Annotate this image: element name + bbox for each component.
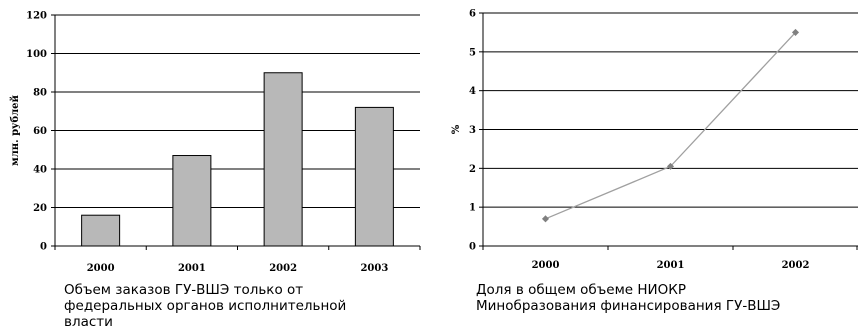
x-tick-label: 2002 — [269, 263, 297, 274]
line-chart-share: 0 1 2 3 4 5 6 2000 2001 2002% — [451, 9, 858, 271]
y-tick-label: 120 — [26, 11, 47, 22]
y-tick-label: 80 — [33, 88, 47, 99]
y-tick-label: 6 — [469, 9, 476, 20]
bar-chart-caption-line-3: власти — [64, 314, 113, 330]
bar-chart-caption-line-1: Объем заказов ГУ-ВШЭ только от — [64, 282, 304, 298]
x-tick-label: 2003 — [360, 263, 388, 274]
bar-chart-caption-line-2: федеральных органов исполнительной — [64, 298, 347, 314]
x-tick-label: 2002 — [782, 260, 810, 271]
line-chart-caption-line-1: Доля в общем объеме НИОКР — [476, 282, 686, 298]
y-tick-label: 20 — [33, 203, 47, 214]
x-tick-label: 2000 — [87, 263, 115, 274]
series-line — [545, 31, 796, 220]
data-point — [541, 215, 550, 223]
bar — [81, 214, 121, 247]
line-chart-caption: Доля в общем объеме НИОКР Минобразования… — [476, 282, 780, 314]
bar — [172, 155, 212, 247]
y-tick-label: 0 — [469, 242, 476, 253]
bar — [354, 106, 394, 247]
y-tick-label: 100 — [26, 49, 47, 60]
bar-chart-caption: Объем заказов ГУ-ВШЭ только от федеральн… — [64, 282, 346, 330]
line-chart-caption-line-2: Минобразования финансирования ГУ-ВШЭ — [476, 298, 781, 314]
bar — [263, 72, 303, 247]
y-tick-label: 60 — [33, 126, 47, 137]
y-axis-label: млн. рублей — [10, 94, 21, 165]
bar-chart-orders: 0 20 40 60 80 100 120 2000 2001 2002 2003 млн. рубл… — [10, 11, 421, 274]
y-tick-label: 4 — [469, 86, 476, 97]
x-tick-label: 2001 — [178, 263, 206, 274]
y-tick-label: 0 — [40, 242, 47, 253]
y-axis-label: % — [451, 124, 462, 134]
x-tick-label: 2000 — [532, 260, 560, 271]
y-tick-label: 40 — [33, 165, 47, 176]
data-point — [791, 28, 800, 36]
y-tick-label: 3 — [469, 125, 476, 136]
y-tick-label: 1 — [469, 203, 476, 214]
data-point — [666, 162, 675, 170]
x-tick-label: 2001 — [657, 260, 685, 271]
y-tick-label: 5 — [469, 47, 476, 58]
y-tick-label: 2 — [469, 164, 476, 175]
